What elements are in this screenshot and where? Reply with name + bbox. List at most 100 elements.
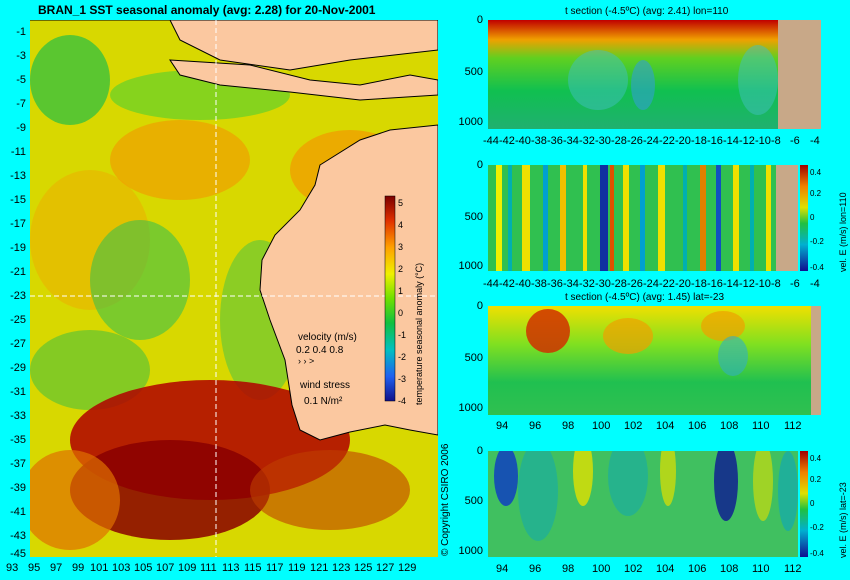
panel1-xaxis: -44 -42 -40 -38 -36 -34 -32 -30 -28 -26 …	[483, 135, 828, 149]
colorbar-label: temperature seasonal anomaly (°C)	[414, 263, 424, 405]
panel2-colorbar: 0.4 0.2 0 -0.2 -0.4 vel. E (m/s) lon=110	[800, 165, 848, 272]
x-tick: -34	[563, 135, 579, 147]
panel2-colorbar-label: vel. E (m/s) lon=110	[838, 192, 848, 272]
x-tick: -6	[790, 278, 800, 290]
x-tick: -20	[675, 278, 691, 290]
temp-section-lat23	[488, 306, 821, 415]
x-tick: -38	[531, 135, 547, 147]
x-tick: 100	[592, 420, 611, 432]
lat-tick: -35	[10, 434, 26, 446]
copyright-area: © Copyright CSIRO 2006	[440, 443, 451, 556]
lat-tick: -21	[10, 266, 26, 278]
x-tick: -8	[771, 135, 781, 147]
y-tick: 500	[464, 66, 483, 78]
x-tick: -32	[579, 278, 595, 290]
wind-legend-value: 0.1 N/m²	[304, 396, 343, 407]
panel4-colorbar: 0.4 0.2 0 -0.2 -0.4 vel. E (m/s) lat=-23	[800, 451, 848, 558]
x-tick: -38	[531, 278, 547, 290]
x-tick: -30	[595, 135, 611, 147]
x-tick: 112	[784, 420, 802, 432]
velocity-legend-title: velocity (m/s)	[298, 332, 357, 343]
svg-text:1: 1	[398, 286, 403, 296]
panel1-yaxis: 0 500 1000	[440, 14, 486, 129]
velocity-features	[494, 451, 798, 541]
lat-tick: -25	[10, 314, 26, 326]
lon-tick: 113	[222, 562, 240, 574]
x-tick: -16	[707, 278, 723, 290]
x-tick: -10	[755, 135, 771, 147]
x-tick: -36	[547, 278, 563, 290]
lat-tick: -45	[10, 548, 26, 560]
svg-text:4: 4	[398, 220, 403, 230]
lon-tick: 123	[332, 562, 351, 574]
lat-tick: -5	[16, 74, 26, 86]
y-tick: 0	[476, 14, 483, 26]
x-tick: -8	[771, 278, 781, 290]
panel1-title: t section (-4.5ºC) (avg: 2.41) lon=110	[565, 6, 729, 17]
velocity-legend-values: 0.2 0.4 0.8	[296, 345, 344, 356]
x-tick: -30	[595, 278, 611, 290]
lon-tick: 93	[6, 562, 19, 574]
panel2-yaxis: 0 500 1000	[440, 159, 486, 272]
y-tick: 0	[476, 445, 483, 457]
svg-text:5: 5	[398, 198, 403, 208]
x-tick: -6	[790, 135, 800, 147]
x-tick: -42	[499, 278, 515, 290]
x-tick: -22	[659, 135, 675, 147]
x-tick: 106	[688, 420, 707, 432]
svg-text:-0.4: -0.4	[810, 263, 824, 272]
y-tick: 0	[476, 159, 483, 171]
lat-tick: -29	[10, 362, 26, 374]
panel4-xaxis: 94 96 98 100 102 104 106 108 110 112	[488, 563, 833, 577]
x-tick: 94	[496, 563, 509, 575]
x-tick: -24	[643, 135, 659, 147]
lon-tick: 99	[72, 562, 85, 574]
x-tick: 110	[752, 563, 770, 575]
lat-tick: -31	[10, 386, 26, 398]
x-tick: 100	[592, 563, 611, 575]
x-tick: -14	[723, 135, 739, 147]
x-tick: 94	[496, 420, 509, 432]
lat-tick: -33	[10, 410, 26, 422]
x-tick: -20	[675, 135, 691, 147]
svg-text:0.2: 0.2	[810, 189, 822, 198]
vel-section-lat23	[488, 451, 798, 557]
lat-tick: -3	[16, 50, 26, 62]
colorbar-ticks: 5 4 3 2 1 0 -1 -2 -3 -4	[398, 198, 406, 406]
svg-text:0: 0	[810, 213, 815, 222]
svg-text:-3: -3	[398, 374, 406, 384]
x-tick: -36	[547, 135, 563, 147]
svg-text:0.4: 0.4	[810, 454, 822, 463]
lat-tick: -9	[16, 122, 26, 134]
lon-tick: 97	[50, 562, 63, 574]
panel3-xaxis: 94 96 98 100 102 104 106 108 110 112	[488, 420, 833, 434]
x-tick: -16	[707, 135, 723, 147]
velocity-stripes	[496, 165, 771, 271]
svg-text:3: 3	[398, 242, 403, 252]
y-tick: 1000	[458, 116, 483, 128]
y-tick: 500	[464, 495, 483, 507]
panel4-colorbar-label: vel. E (m/s) lat=-23	[838, 482, 848, 558]
svg-text:0: 0	[810, 499, 815, 508]
lon-tick: 103	[112, 562, 131, 574]
x-tick: -44	[483, 135, 499, 147]
x-tick: 98	[562, 563, 575, 575]
x-tick: -24	[643, 278, 659, 290]
panel4-yaxis: 0 500 1000	[440, 445, 486, 557]
x-tick: -14	[723, 278, 739, 290]
lon-tick: 125	[354, 562, 373, 574]
x-tick: 110	[752, 420, 770, 432]
vel-section-lon110	[488, 165, 798, 271]
lat-tick: -41	[10, 506, 26, 518]
lat-tick: -11	[10, 146, 26, 158]
sst-colorbar	[384, 195, 396, 402]
lon-axis: 93 95 97 99 101 103 105 107 109 111 113 …	[0, 562, 440, 578]
sst-map: 5 4 3 2 1 0 -1 -2 -3 -4 temperature seas…	[30, 20, 438, 557]
lon-tick: 117	[266, 562, 284, 574]
x-tick: -32	[579, 135, 595, 147]
y-tick: 500	[464, 352, 483, 364]
svg-text:-0.4: -0.4	[810, 549, 824, 558]
copyright: © Copyright CSIRO 2006	[440, 443, 451, 556]
lon-tick: 129	[398, 562, 417, 574]
lat-tick: -19	[10, 242, 26, 254]
